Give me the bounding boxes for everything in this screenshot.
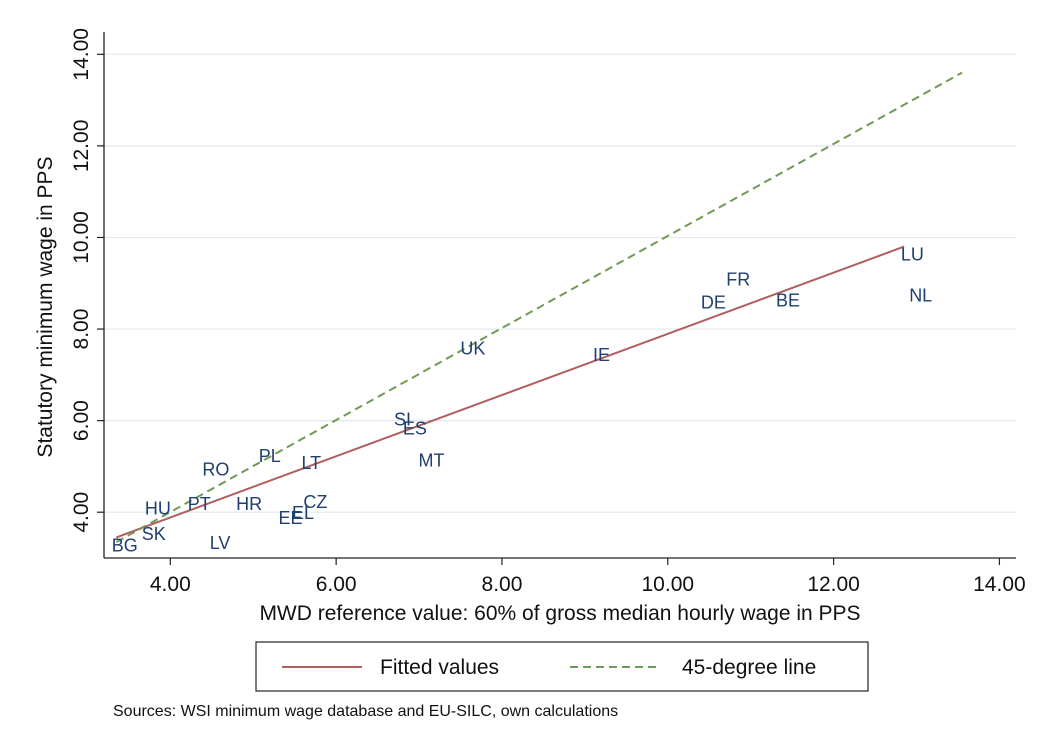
point-lu: LU (901, 245, 924, 265)
point-lv: LV (210, 533, 231, 553)
x-axis-title: MWD reference value: 60% of gross median… (259, 602, 860, 625)
series-lines (115, 71, 963, 543)
y-tick-label-1: 6.00 (70, 400, 93, 441)
point-es: ES (403, 419, 427, 439)
y-axis-title: Statutory minimum wage in PPS (34, 156, 57, 457)
x-tick-label-2: 8.00 (482, 573, 523, 596)
x-tick-label-5: 14.00 (973, 573, 1026, 596)
point-ee: EE (278, 508, 302, 528)
x-tick-label-4: 12.00 (807, 573, 860, 596)
legend-label-fitted: Fitted values (380, 656, 499, 679)
point-ie: IE (593, 345, 610, 365)
point-lt: LT (301, 453, 321, 473)
point-de: DE (701, 293, 726, 313)
y-tick-label-2: 8.00 (70, 309, 93, 350)
point-pl: PL (259, 446, 281, 466)
x-tick-label-3: 10.00 (642, 573, 695, 596)
point-be: BE (776, 290, 800, 310)
series-line-1 (115, 71, 963, 543)
point-hu: HU (145, 499, 171, 519)
axes: 4.00 6.00 8.00 10.00 12.00 14.00 4.00 6.00 8.00 1… (70, 28, 1026, 596)
x-tick-label-0: 4.00 (150, 573, 191, 596)
y-tick-label-4: 12.00 (70, 120, 93, 173)
point-nl: NL (909, 286, 932, 306)
y-tick-label-5: 14.00 (70, 28, 93, 81)
series-line-0 (116, 245, 905, 539)
grid-lines (104, 53, 1016, 513)
source-note: Sources: WSI minimum wage database and E… (113, 703, 619, 720)
x-tick-label-1: 6.00 (316, 573, 357, 596)
point-ro: RO (202, 460, 229, 480)
point-el: EL (292, 503, 314, 523)
y-tick-label-0: 4.00 (70, 492, 93, 533)
point-hr: HR (236, 494, 262, 514)
point-sk: SK (142, 524, 166, 544)
point-pt: PT (188, 494, 211, 514)
point-bg: BG (112, 535, 138, 555)
point-cz: CZ (303, 492, 327, 512)
point-fr: FR (726, 270, 750, 290)
point-mt: MT (419, 451, 445, 471)
y-tick-label-3: 10.00 (70, 211, 93, 264)
point-uk: UK (460, 338, 485, 358)
legend: Fitted values 45-degree line (255, 641, 869, 692)
point-si: SI (394, 409, 411, 429)
legend-label-45deg: 45-degree line (682, 656, 816, 679)
